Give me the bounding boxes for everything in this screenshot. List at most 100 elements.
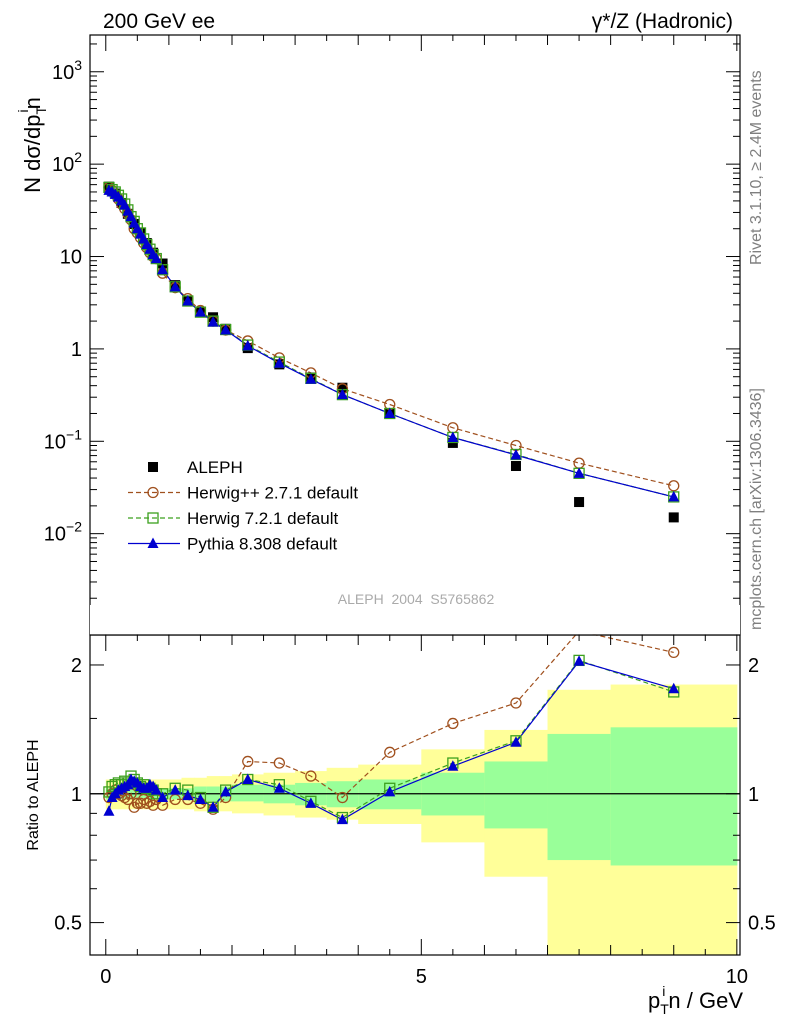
pythia-ratio-point (447, 760, 459, 771)
pythia-main-line (108, 189, 674, 498)
ylabel-sup: i (15, 109, 31, 112)
ratio-y-axis-label: Ratio to ALEPH (25, 739, 42, 850)
herwig7-main-line (108, 186, 674, 498)
ylabel-sub: T (33, 106, 49, 115)
pythia-main-point (668, 490, 680, 502)
legend-marker-pythia (147, 537, 159, 548)
ratio-inner-band (484, 761, 549, 829)
aleph-main-point (157, 258, 168, 269)
herwigpp-ratio-point (242, 755, 254, 768)
analysis-watermark: ALEPH_2004_S5765862 (338, 591, 495, 607)
legend-marker-herwigpp (147, 486, 159, 499)
ratio-inner-band (610, 727, 738, 866)
herwigpp-ratio-point (336, 791, 349, 804)
main-y-tick-label: 102 (52, 149, 82, 176)
herwigpp-main-line (108, 186, 674, 487)
herwigpp-ratio-point (305, 770, 317, 782)
main-y-tick-label: 10−1 (44, 426, 82, 453)
aleph-main-point (337, 382, 348, 393)
pythia-ratio-point (169, 784, 181, 795)
herwigpp-ratio-point (273, 757, 285, 769)
x-tick-label: 5 (416, 966, 427, 988)
pythia-ratio-point (573, 655, 585, 666)
herwigpp-ratio-point (510, 697, 522, 709)
svg-text:N dσ/dpTin: N dσ/dpTin (15, 97, 49, 193)
herwigpp-ratio-line (108, 630, 674, 811)
xlabel-sub: T (660, 1001, 669, 1017)
pythia-main-point (150, 252, 162, 264)
main-y-axis-label: N dσ/dpTin (15, 97, 49, 193)
pythia-ratio-point (194, 793, 206, 804)
ratio-y-tick-label: 0.5 (54, 913, 82, 935)
pythia-ratio-point (207, 801, 219, 812)
pythia-ratio-point (384, 785, 396, 797)
herwigpp-ratio-point (668, 646, 680, 659)
ratio-panel-data (90, 605, 740, 825)
aleph-main-point (510, 461, 521, 472)
pythia-ratio-point (182, 789, 194, 801)
ratio-inner-band (231, 784, 265, 802)
ratio-y-tick-label-right: 2 (748, 655, 759, 677)
pythia-main-point (510, 449, 522, 460)
main-panel-axes: 10−2 10−1 1 10 102 103 (44, 35, 740, 635)
ratio-y-tick-label-right: 1 (748, 784, 759, 806)
pythia-main-point (242, 339, 254, 351)
legend-marker-herwig7 (147, 512, 159, 524)
pythia-ratio-point (150, 784, 162, 795)
ylabel-main: N dσ/dp (20, 115, 45, 193)
pythia-main-point (182, 295, 194, 306)
pythia-ratio-point (305, 797, 317, 808)
x-tick-label: 10 (726, 966, 748, 988)
ratio-panel-frame (89, 634, 741, 956)
legend-label-aleph: ALEPH (187, 458, 243, 477)
legend-marker-aleph (148, 462, 158, 472)
ratio-y-tick-label: 1 (71, 784, 82, 806)
rivet-label: Rivet 3.1.10, ≥ 2.4M events (748, 70, 765, 265)
pythia-ratio-point (273, 782, 285, 793)
herwigpp-ratio-point (137, 793, 150, 806)
pythia-ratio-point (668, 682, 680, 694)
legend-label-herwig7: Herwig 7.2.1 default (187, 509, 338, 528)
herwigpp-ratio-point (144, 795, 156, 808)
ylabel-tail: n (20, 97, 45, 109)
pythia-ratio-point (220, 785, 232, 797)
pythia-ratio-point (510, 736, 522, 747)
legend-label-pythia: Pythia 8.308 default (187, 535, 338, 554)
pythia-main-point (305, 373, 317, 384)
xlabel-sup: i (662, 983, 665, 999)
ratio-panel-axes: 0.5 0.5 1 1 2 2 0 5 10 (54, 635, 776, 988)
ratio-y-tick-label-right: 0.5 (748, 913, 776, 935)
herwigpp-ratio-point (122, 793, 134, 806)
x-axis-label: pTi n / GeV (648, 983, 743, 1017)
pythia-main-point (447, 431, 459, 442)
herwigpp-ratio-point (384, 746, 396, 758)
main-y-tick-label: 103 (52, 57, 82, 84)
aleph-main-point (574, 497, 585, 508)
legend: ALEPH Herwig++ 2.7.1 default Herwig 7.2.1 … (128, 458, 358, 554)
header-left: 200 GeV ee (103, 10, 215, 33)
main-panel-data (103, 181, 680, 523)
ratio-inner-band (547, 733, 612, 861)
header-right: γ*/Z (Hadronic) (592, 10, 733, 33)
pythia-main-point (169, 280, 181, 292)
xlabel-tail: n / GeV (668, 988, 743, 1013)
pythia-ratio-point (157, 791, 169, 803)
legend-label-herwigpp: Herwig++ 2.7.1 default (187, 484, 358, 503)
ratio-top-mask (90, 605, 740, 635)
pythia-main-point (157, 263, 169, 275)
pythia-ratio-point (103, 805, 115, 816)
mcplots-label: mcplots.cern.ch [arXiv:1306.3436] (748, 388, 765, 630)
pythia-main-point (273, 357, 285, 368)
pythia-main-point (336, 388, 348, 400)
herwigpp-main-point (668, 480, 680, 492)
ratio-y-tick-label: 2 (71, 655, 82, 677)
pythia-main-point (220, 324, 232, 335)
pythia-main-point (384, 407, 396, 418)
pythia-ratio-point (242, 773, 254, 784)
pythia-main-point (194, 306, 206, 317)
herwigpp-main-point (573, 457, 585, 469)
aleph-main-point (668, 512, 679, 523)
main-y-tick-label: 1 (71, 339, 82, 361)
